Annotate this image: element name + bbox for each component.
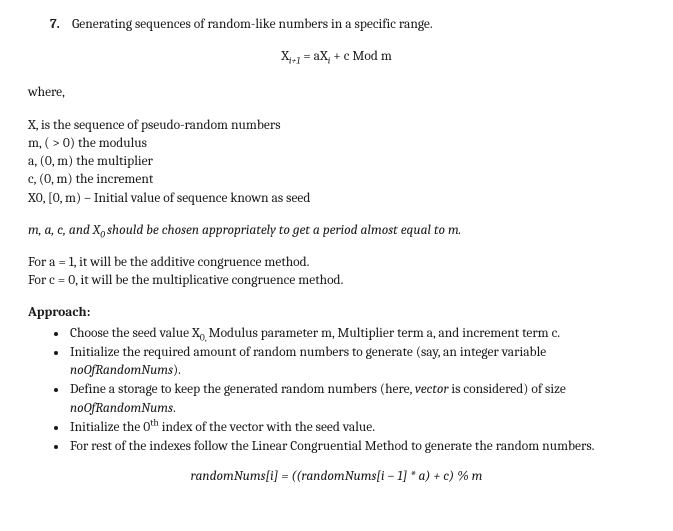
approach-title: Approach: [28,304,645,322]
period-note: m, a, c, and X0 should be chosen appropr… [28,222,645,240]
li3-em1: vector [415,382,449,397]
li4-post: index of the vector with the seed value. [159,420,375,435]
def-sequence: X, is the sequence of pseudo-random numb… [28,117,645,135]
li3-pre: Define a storage to keep the generated r… [70,382,415,397]
recurrence-formula: Xi+1 = aXi + c Mod m [28,48,645,66]
heading-text: Generating sequences of random-like numb… [72,16,645,34]
formula-rhs-base: X [320,49,328,64]
li2-pre: Initialize the required amount of random… [70,345,546,360]
def-multiplier: a, (0, m) the multiplier [28,153,645,171]
section-heading: 7. Generating sequences of random-like n… [28,16,645,34]
case-additive: For a = 1, it will be the additive congr… [28,254,645,272]
period-note-pre: m, a, c, and X [28,223,100,238]
where-label: where, [28,84,645,102]
document-body: 7. Generating sequences of random-like n… [0,0,673,486]
period-note-post: should be chosen appropriately to get a … [107,223,461,238]
def-modulus: m, ( > 0) the modulus [28,135,645,153]
li4-pre: Initialize the 0 [70,420,150,435]
list-item: Initialize the required amount of random… [68,344,645,380]
li1-pre: Choose the seed value X [70,326,200,341]
def-seed: X0, [0, m) – Initial value of sequence k… [28,190,645,208]
li1-sub: 0, [200,332,209,343]
li1-post: Modulus parameter m, Multiplier term a, … [209,326,561,341]
list-item: Initialize the 0th index of the vector w… [68,419,645,437]
def-increment: c, (0, m) the increment [28,171,645,189]
special-cases: For a = 1, it will be the additive congr… [28,254,645,290]
li3-em2: noOfRandomNums [70,401,173,416]
list-item: Choose the seed value X0, Modulus parame… [68,325,645,343]
definitions-block: X, is the sequence of pseudo-random numb… [28,117,645,208]
formula-tail: + c Mod m [330,49,392,64]
li2-post: ). [173,363,181,378]
case-multiplicative: For c = 0, it will be the multiplicative… [28,272,645,290]
final-formula: randomNums[i] = ((randomNums[i – 1] * a)… [28,468,645,486]
approach-list: Choose the seed value X0, Modulus parame… [28,325,645,457]
formula-eq: = a [300,49,320,64]
li3-post: . [173,401,176,416]
li3-mid: is considered) of size [448,382,565,397]
heading-number: 7. [50,16,72,34]
li2-em: noOfRandomNums [70,363,173,378]
li4-sup: th [150,417,159,428]
formula-lhs-base: X [281,49,289,64]
formula-lhs-sub: i+1 [289,56,300,67]
list-item: For rest of the indexes follow the Linea… [68,438,645,456]
list-item: Define a storage to keep the generated r… [68,381,645,417]
